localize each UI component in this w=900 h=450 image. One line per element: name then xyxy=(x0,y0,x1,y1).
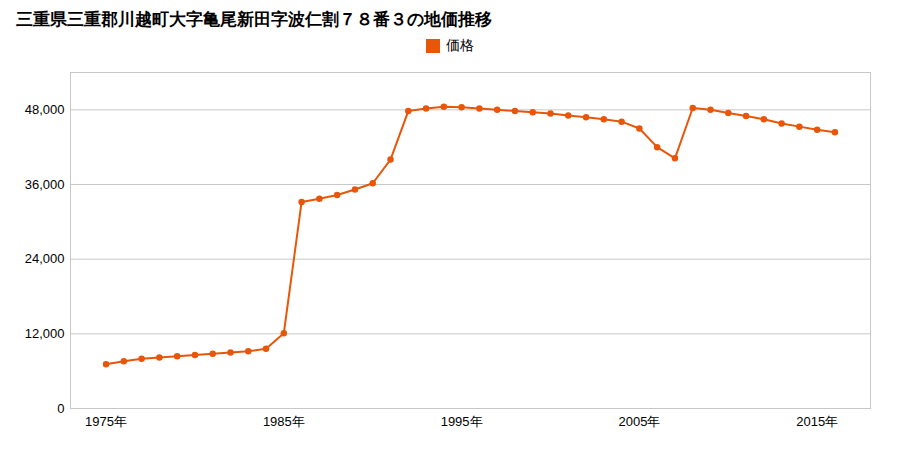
html-text:価格: 価格 xyxy=(446,37,474,53)
svg-text:1985年: 1985年 xyxy=(263,414,305,429)
svg-text:1975年: 1975年 xyxy=(85,414,127,429)
svg-text:12,000: 12,000 xyxy=(25,326,65,341)
html-text:三重県三重郡川越町大字亀尾新田字波仁割７８番３の地価推移: 三重県三重郡川越町大字亀尾新田字波仁割７８番３の地価推移 xyxy=(16,10,492,29)
svg-text:1995年: 1995年 xyxy=(441,414,483,429)
svg-text:2005年: 2005年 xyxy=(618,414,660,429)
svg-text:24,000: 24,000 xyxy=(25,251,65,266)
svg-text:2015年: 2015年 xyxy=(796,414,838,429)
svg-text:36,000: 36,000 xyxy=(25,177,65,192)
svg-text:0: 0 xyxy=(57,401,64,416)
svg-text:48,000: 48,000 xyxy=(25,102,65,117)
